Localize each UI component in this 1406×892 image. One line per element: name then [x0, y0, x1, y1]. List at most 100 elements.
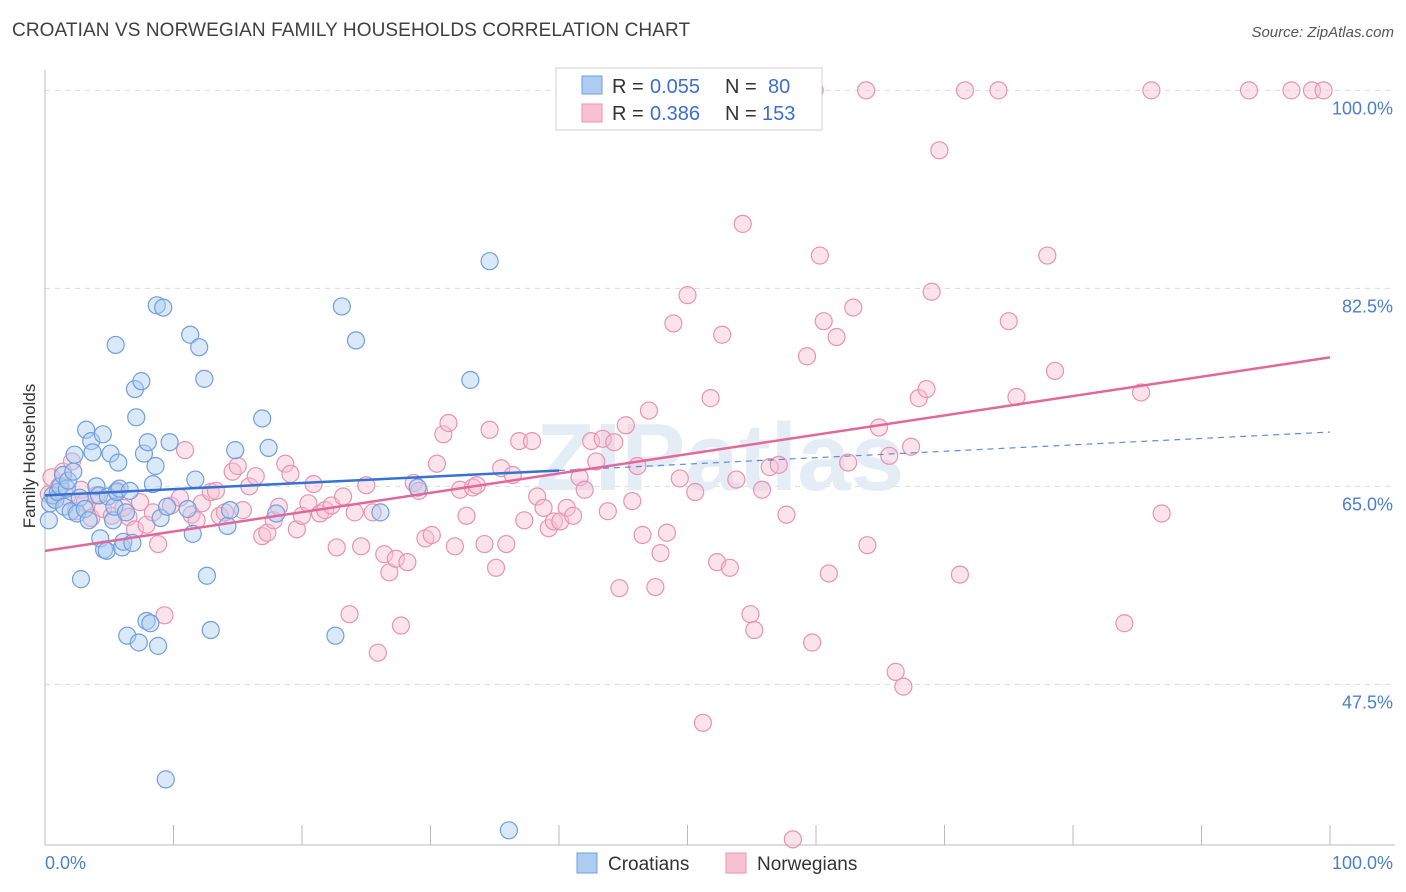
norwegians-point — [839, 453, 858, 472]
gridlines — [45, 89, 1395, 685]
norwegians-point — [534, 498, 553, 517]
norwegians-point — [769, 455, 788, 474]
croatians-point — [332, 297, 351, 316]
norwegians-point — [678, 286, 697, 305]
norwegians-point — [457, 506, 476, 525]
norwegians-point — [304, 474, 323, 494]
norwegians-point — [386, 549, 405, 568]
norwegians-point — [777, 505, 796, 524]
croatians-point — [220, 501, 240, 520]
croatians-point — [218, 516, 237, 536]
croatians-point — [178, 499, 197, 519]
norwegians-point — [497, 534, 516, 554]
legend-r-value-2: 0.386 — [650, 103, 700, 125]
croatians-point — [259, 438, 278, 457]
croatians-point — [480, 252, 499, 271]
norwegians-point — [327, 538, 346, 557]
croatians-point — [65, 445, 84, 464]
norwegians-point — [955, 81, 975, 100]
croatians-point — [132, 372, 151, 391]
croatians-point — [141, 614, 160, 633]
norwegians-point — [1314, 81, 1333, 100]
axes — [44, 70, 1395, 846]
norwegians-point — [544, 512, 563, 531]
norwegians-point — [901, 437, 921, 456]
croatians-trend-line — [44, 469, 560, 497]
croatians-point — [151, 508, 170, 528]
norwegians-point — [810, 246, 829, 265]
norwegians-point — [345, 503, 364, 522]
norwegians-point — [930, 141, 949, 160]
norwegians-point — [223, 462, 242, 481]
norwegians-point — [783, 830, 802, 849]
norwegians-point — [175, 441, 195, 460]
norwegians-point — [797, 347, 817, 366]
norwegians-point — [651, 544, 670, 563]
y-tick-label: 65.0% — [1342, 494, 1393, 514]
norwegians-point — [670, 469, 689, 488]
norwegians-point — [375, 545, 394, 564]
croatians-point — [148, 636, 168, 655]
x-tick-label: 100.0% — [1332, 853, 1393, 873]
croatians-point — [195, 369, 214, 388]
croatians-point — [154, 298, 173, 317]
y-axis-label: Family Households — [20, 384, 39, 529]
norwegians-point — [391, 616, 411, 635]
y-tick-label: 47.5% — [1342, 692, 1393, 712]
norwegians-point — [368, 643, 387, 662]
norwegians-point — [827, 327, 846, 347]
norwegians-point — [819, 564, 838, 583]
x-tick-label: 0.0% — [45, 853, 86, 873]
legend-swatch-croatians — [581, 75, 603, 95]
norwegians-point — [713, 325, 732, 344]
norwegians-point — [633, 525, 652, 545]
norwegians-point — [857, 81, 876, 100]
norwegians-point — [340, 605, 359, 624]
croatians-point — [346, 331, 366, 350]
norwegians-point — [148, 534, 168, 554]
croatians-point — [181, 325, 200, 344]
norwegians-point — [233, 501, 252, 520]
norwegians-point — [1045, 361, 1065, 381]
croatians-point — [77, 420, 96, 439]
norwegians-point — [228, 456, 247, 476]
croatians-point — [499, 821, 518, 840]
bottom-legend-swatch-norwegians — [725, 852, 747, 874]
norwegians-point — [398, 553, 417, 572]
norwegians-point — [886, 662, 905, 681]
norwegians-point — [1152, 504, 1171, 523]
croatians-point — [461, 370, 480, 390]
norwegians-point — [1132, 383, 1151, 402]
norwegians-point — [363, 503, 382, 522]
norwegians-point — [246, 467, 265, 486]
norwegians-point — [686, 482, 705, 502]
norwegians-point — [445, 537, 465, 556]
norwegians-point — [130, 493, 150, 512]
croatians-point — [127, 408, 146, 427]
croatians-point — [79, 511, 98, 530]
croatians-point — [109, 453, 128, 472]
norwegians-point — [486, 558, 506, 577]
watermark: ZIPatlas — [536, 404, 904, 511]
croatians-point — [105, 497, 124, 516]
croatians-point — [129, 633, 148, 652]
norwegians-point — [582, 431, 601, 451]
croatians-point — [39, 511, 58, 530]
norwegians-point — [605, 433, 624, 452]
legend-top: R = 0.055 N = 80 R = 0.386 N = 153 — [555, 67, 823, 131]
norwegians-point — [1239, 81, 1259, 100]
bottom-legend-swatch-croatians — [576, 852, 598, 874]
croatians-point — [186, 470, 205, 489]
norwegians-point — [922, 282, 941, 301]
norwegians-point — [814, 312, 833, 331]
norwegians-point — [989, 81, 1008, 100]
norwegians-point — [528, 487, 547, 506]
y-tick-label: 82.5% — [1342, 296, 1393, 316]
norwegians-point — [1038, 246, 1057, 265]
norwegians-point — [575, 480, 594, 499]
croatians-point — [64, 462, 83, 481]
legend-r-label-2: R = — [612, 103, 644, 125]
norwegians-point — [475, 534, 494, 554]
norwegians-trend-line — [44, 356, 1331, 553]
croatians-point — [157, 497, 177, 516]
